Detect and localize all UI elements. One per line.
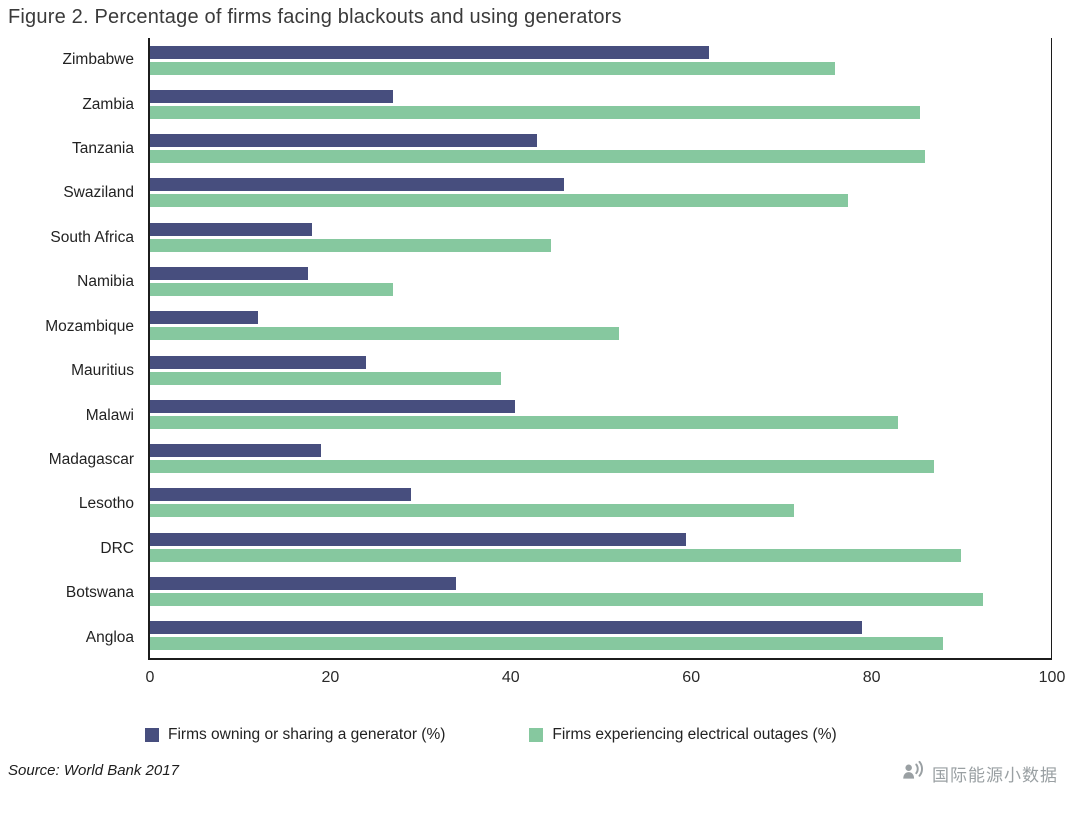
source-note: Source: World Bank 2017 [8,762,179,779]
y-axis-label: Zambia [82,95,134,113]
chart-row [150,481,1051,525]
outage-bar [150,105,921,119]
legend: Firms owning or sharing a generator (%) … [145,726,837,744]
y-axis-label: Swaziland [63,184,134,202]
watermark: 国际能源小数据 [900,758,1058,789]
legend-item-outage: Firms experiencing electrical outages (%… [529,726,837,744]
outage-bar [150,150,925,164]
chart-row [150,38,1051,82]
legend-label-outage: Firms experiencing electrical outages (%… [552,726,837,743]
y-axis-label: Tanzania [71,140,134,158]
x-axis-tick-label: 0 [145,669,155,686]
y-axis-label: DRC [100,539,134,557]
y-axis-label: Mauritius [71,362,134,380]
generator-bar [150,532,687,546]
outage-bar [150,548,961,562]
generator-bar [150,134,538,148]
y-axis-label: Botswana [65,584,134,602]
x-axis-tick-label: 60 [682,669,701,686]
y-axis-label: Mozambique [45,317,134,335]
outage-bar [150,238,551,252]
outage-bar [150,460,934,474]
outage-bar [150,61,835,75]
y-axis-label: Namibia [77,273,134,291]
x-axis-tick-label: 20 [321,669,340,686]
generator-bar [150,399,515,413]
chart-row [150,525,1051,569]
outage-bar [150,593,984,607]
chart-row [150,437,1051,481]
y-axis-label: Zimbabwe [62,51,135,69]
generator-bar [150,355,367,369]
outage-bar [150,637,943,651]
x-axis-tick-label: 80 [862,669,881,686]
chart-row [150,82,1051,126]
chart-row [150,304,1051,348]
x-axis: 0 20 40 60 80 100 [146,665,1066,691]
chart-row [150,127,1051,171]
chart-row [150,348,1051,392]
watermark-text: 国际能源小数据 [932,766,1058,785]
chart-row [150,171,1051,215]
legend-label-generator: Firms owning or sharing a generator (%) [168,726,446,743]
outage-bar [150,327,619,341]
x-axis-tick-label: 100 [1038,669,1066,686]
y-axis-labels: Zimbabwe Zambia Tanzania Swaziland South Afr… [0,38,148,660]
x-axis-tick-label: 40 [501,669,520,686]
plot-area [148,38,1052,660]
generator-bar [150,577,457,591]
outage-bar [150,194,849,208]
chart-row [150,614,1051,658]
generator-bar [150,222,313,236]
chart-title: Figure 2. Percentage of firms facing bla… [8,6,622,28]
y-axis-label: Lesotho [78,495,134,513]
generator-bar [150,89,394,103]
y-axis-label: Malawi [85,406,134,424]
generator-bar [150,267,308,281]
generator-bar [150,178,565,192]
chart: Zimbabwe Zambia Tanzania Swaziland South Afr… [0,38,1052,660]
outage-bar [150,504,795,518]
y-axis-label: South Africa [50,228,134,246]
outage-bar [150,415,898,429]
generator-bar [150,621,862,635]
legend-swatch-outage [529,728,544,742]
legend-item-generator: Firms owning or sharing a generator (%) [145,726,445,744]
y-axis-label: Angloa [85,628,134,646]
generator-bar [150,311,259,325]
legend-swatch-generator [145,728,159,742]
outage-bar [150,283,394,297]
outage-bar [150,371,502,385]
chart-row [150,569,1051,613]
generator-bar [150,488,412,502]
chart-row [150,215,1051,259]
chart-row [150,259,1051,303]
generator-bar [150,45,709,59]
chart-row [150,392,1051,436]
y-axis-label: Madagascar [48,451,134,468]
broadcast-icon [900,758,926,789]
generator-bar [150,444,322,458]
